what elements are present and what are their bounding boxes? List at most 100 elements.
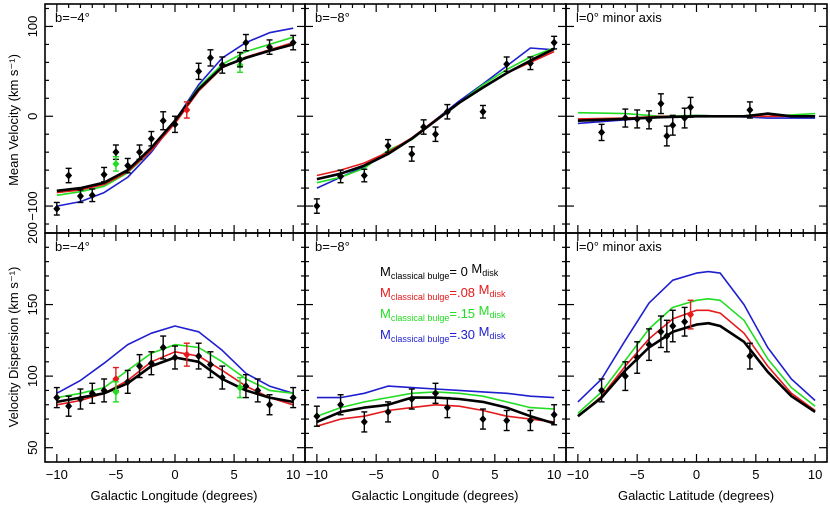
data-point [100,386,108,395]
data-point [503,60,511,69]
data-point [633,114,641,123]
y-tick-label: −100 [25,191,40,220]
data-point [408,395,416,404]
data-point [112,374,120,383]
panel-bottom-middle: b=−8° −10 −5 0 5 10 [304,232,567,482]
data-point [236,55,244,64]
data-point [159,343,167,352]
legend-entry-M0: Mclassical bulge= 0 Mdisk [380,261,499,281]
data-point [218,61,226,70]
x-tick-label: 5 [491,467,498,482]
panel-title: b=−8° [315,239,350,254]
data-point [183,105,191,114]
data-point [681,114,689,123]
data-point [657,327,665,336]
x-tick-label: 0 [693,467,700,482]
data-point [633,353,641,362]
data-point [65,402,73,411]
data-point [76,192,84,201]
model-curves [577,270,816,418]
data-point [337,400,345,409]
series-line-M15 [56,343,294,399]
data-point [53,393,61,402]
data-point [598,386,606,395]
x-tick-label: 10 [808,467,822,482]
data-point [159,116,167,125]
data-point [100,170,108,179]
data-point [657,99,665,108]
data-point [337,172,345,181]
series-line-M08 [577,309,816,417]
x-tick-label: 10 [547,467,561,482]
panel-bottom-right: l=0° minor axis −10 −5 0 5 10 [565,232,828,482]
x-tick-label: −10 [567,467,589,482]
data-point [663,132,671,141]
x-tick-label: 5 [230,467,237,482]
data-point [479,107,487,116]
data-point [669,121,677,130]
data-point [681,317,689,326]
data-point [112,387,120,396]
panel-frame [304,3,567,234]
data-point [206,53,214,62]
data-point [124,161,132,170]
data-points [598,93,754,147]
data-point [124,377,132,386]
data-point [53,204,61,213]
data-point [266,43,274,52]
data-point [746,105,754,114]
data-point [432,389,439,398]
panel-title: l=0° minor axis [576,10,662,25]
data-point [432,130,439,139]
x-tick-label: 5 [752,467,759,482]
data-point [195,67,203,76]
data-point [360,171,368,180]
data-point [621,372,629,381]
data-point [206,360,214,369]
data-point [360,417,368,426]
x-axis-label-middle: Galactic Longitude (degrees) [352,488,519,503]
data-point [88,191,96,200]
data-point [621,114,629,123]
model-curves [577,111,816,125]
data-point [687,103,695,112]
data-point [479,415,487,424]
series-line-M0 [577,321,816,418]
data-point [242,382,250,391]
data-point [645,340,653,349]
data-point [171,120,179,129]
data-point [313,202,321,211]
data-point [183,350,191,359]
panel-top-right: l=0° minor axis [565,3,828,234]
panel-title: b=−8° [315,10,350,25]
data-point [136,362,144,371]
data-point [384,407,392,416]
series-line-M30 [577,270,816,403]
panel-bottom-left: b=−4° −10 −5 0 5 10 50 100 150 200 [25,222,306,482]
data-point [420,123,428,132]
data-point [112,159,120,168]
data-point [218,373,226,382]
series-line-M0 [316,47,555,181]
data-point [526,59,534,68]
data-point [76,395,84,404]
x-axis-label-left: Galactic Longitude (degrees) [91,488,258,503]
x-tick-label: −5 [630,467,645,482]
data-point [266,400,274,409]
data-point [550,410,558,419]
data-point [669,322,677,331]
data-point [147,359,155,368]
model-curves [316,47,555,189]
legend-entry-M30: Mclassical bulge=.30 Mdisk [380,324,506,344]
x-axis-label-right: Galactic Latitude (degrees) [618,488,774,503]
panel-top-middle: b=−8° [304,3,567,234]
series-line-M08 [316,404,555,427]
data-point [645,115,653,124]
y-tick-label: 0 [25,113,40,120]
data-point [236,383,244,392]
data-point [88,389,96,398]
data-point [289,38,297,47]
series-line-M08 [316,50,555,177]
